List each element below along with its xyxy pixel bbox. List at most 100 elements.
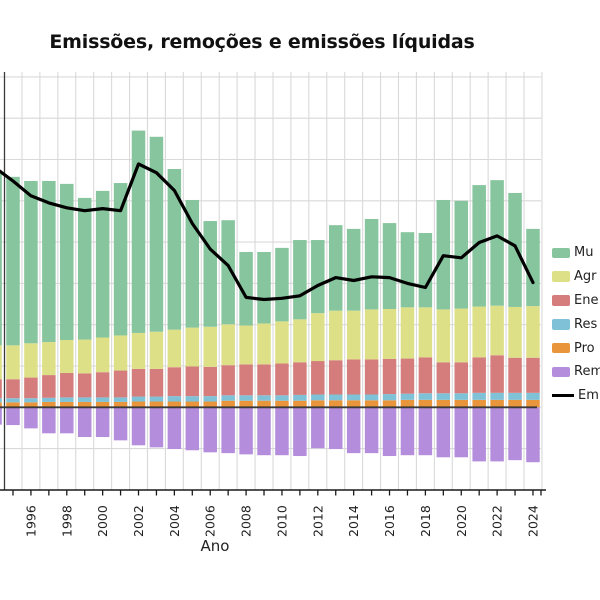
bar-segment-mut-2005 — [185, 199, 200, 328]
bar-segment-remocoes-2008 — [239, 407, 253, 455]
legend-label: Pro — [574, 340, 595, 356]
bar-segment-mut-1999 — [77, 197, 92, 340]
bar-segment-agropecuaria-2000 — [95, 337, 110, 373]
legend: Mu Agr Ene Res Pro Rem Em — [552, 241, 600, 408]
bar-segment-energia-1999 — [77, 373, 92, 398]
bar-segment-energia-2009 — [257, 364, 271, 396]
bar-segment-remocoes-2012 — [311, 407, 325, 449]
bar-segment-mut-2002 — [131, 130, 146, 333]
bar-segment-processos-1995 — [6, 402, 20, 408]
bar-segment-agropecuaria-2021 — [472, 306, 486, 358]
bar-segment-remocoes-2021 — [472, 407, 486, 462]
bar-segment-energia-2017 — [400, 358, 415, 394]
x-tick-label: 1998 — [59, 505, 74, 537]
bar-segment-mut-1996 — [24, 180, 38, 344]
bar-segment-processos-2004 — [167, 401, 182, 408]
bar-segment-agropecuaria-2015 — [364, 309, 379, 360]
bar-segment-processos-2006 — [203, 401, 217, 408]
bar-segment-energia-2021 — [472, 357, 486, 393]
bar-segment-mut-2012 — [311, 240, 325, 314]
bar-segment-processos-2019 — [436, 399, 451, 408]
bar-segment-remocoes-1996 — [24, 407, 38, 429]
bar-segment-energia-2001 — [113, 370, 128, 398]
bar-segment-remocoes-2024 — [526, 407, 540, 463]
bar-segment-residuos-2000 — [95, 397, 110, 402]
bar-segment-residuos-2015 — [364, 394, 379, 401]
x-tick-label: 2004 — [167, 505, 182, 537]
bar-segment-agropecuaria-2006 — [203, 326, 217, 367]
bar-segment-energia-2019 — [436, 362, 451, 394]
legend-swatch-liquidas — [552, 394, 574, 397]
x-tick-label: 2000 — [95, 505, 110, 537]
bar-segment-residuos-2011 — [293, 394, 307, 401]
bar-segment-remocoes-2007 — [221, 407, 235, 454]
bar-segment-mut-2018 — [418, 233, 433, 308]
legend-item-remocoes: Rem — [552, 360, 600, 384]
bar-segment-energia-2003 — [149, 368, 164, 397]
bar-segment-remocoes-2013 — [328, 407, 343, 450]
bar-segment-remocoes-2001 — [113, 407, 128, 441]
bar-segment-mut-2022 — [490, 180, 504, 306]
bar-segment-agropecuaria-1996 — [24, 343, 38, 378]
bar-segment-residuos-2014 — [346, 394, 361, 401]
bar-segment-residuos-1997 — [42, 397, 56, 402]
bar-segment-energia-2016 — [382, 358, 397, 395]
bar-segment-residuos-2012 — [311, 394, 325, 401]
bar-segment-agropecuaria-2019 — [436, 309, 451, 363]
bar-segment-mut-2010 — [275, 247, 289, 322]
bar-segment-energia-2020 — [454, 362, 468, 394]
bar-segment-processos-2005 — [185, 401, 200, 408]
bar-segment-remocoes-1994 — [0, 407, 2, 425]
bar-segment-remocoes-2000 — [95, 407, 110, 438]
bar-segment-remocoes-2023 — [508, 407, 522, 461]
bar-segment-agropecuaria-2003 — [149, 331, 164, 369]
bar-segment-remocoes-2016 — [382, 407, 397, 457]
legend-item-agropecuaria: Agr — [552, 265, 600, 289]
legend-swatch-remocoes — [552, 366, 570, 378]
legend-swatch-energia — [552, 295, 570, 306]
bar-segment-remocoes-1999 — [77, 407, 92, 438]
bar-segment-agropecuaria-2018 — [418, 307, 433, 358]
bar-segment-residuos-2009 — [257, 395, 271, 401]
bar-segment-remocoes-2017 — [400, 407, 415, 456]
bar-segment-residuos-2004 — [167, 396, 182, 402]
bar-segment-agropecuaria-2011 — [293, 319, 307, 363]
bar-segment-energia-2013 — [328, 360, 343, 395]
bar-segment-processos-2024 — [526, 399, 540, 408]
bar-segment-energia-2010 — [275, 363, 289, 396]
bar-segment-remocoes-2018 — [418, 407, 433, 456]
legend-item-energia: Ene — [552, 289, 600, 313]
bar-segment-agropecuaria-1998 — [60, 339, 74, 374]
bar-segment-remocoes-2022 — [490, 407, 504, 462]
bar-segment-energia-2007 — [221, 365, 235, 396]
bar-segment-residuos-1995 — [6, 398, 20, 403]
bar-segment-mut-2015 — [364, 218, 379, 310]
bar-segment-processos-2023 — [508, 399, 522, 408]
legend-swatch-processos — [552, 342, 570, 354]
bar-segment-residuos-2023 — [508, 392, 522, 400]
bar-segment-mut-2013 — [328, 225, 343, 311]
bar-segment-mut-2004 — [167, 168, 182, 330]
bar-segment-energia-2002 — [131, 368, 146, 397]
bar-segment-energia-1996 — [24, 377, 38, 399]
bar-segment-processos-2001 — [113, 401, 128, 408]
bar-segment-processos-2011 — [293, 400, 307, 408]
bar-segment-mut-2021 — [472, 185, 486, 307]
x-tick-label: 2012 — [310, 505, 325, 537]
bar-segment-remocoes-2003 — [149, 407, 164, 448]
x-tick-label: 1996 — [23, 505, 38, 537]
bar-segment-remocoes-2006 — [203, 407, 217, 453]
legend-label: Em — [578, 388, 599, 404]
bar-segment-mut-1997 — [42, 180, 56, 343]
bar-segment-energia-1998 — [60, 373, 74, 398]
bar-segment-residuos-2002 — [131, 396, 146, 402]
bar-segment-residuos-2013 — [328, 394, 343, 401]
bar-segment-remocoes-2009 — [257, 407, 271, 456]
bar-segment-agropecuaria-2008 — [239, 325, 253, 365]
bar-segment-agropecuaria-2024 — [526, 306, 540, 358]
bar-segment-energia-2014 — [346, 359, 361, 395]
bar-segment-mut-2024 — [526, 228, 540, 307]
legend-label: Ene — [574, 292, 599, 308]
bar-segment-mut-2016 — [382, 223, 397, 310]
legend-label: Agr — [574, 269, 597, 285]
